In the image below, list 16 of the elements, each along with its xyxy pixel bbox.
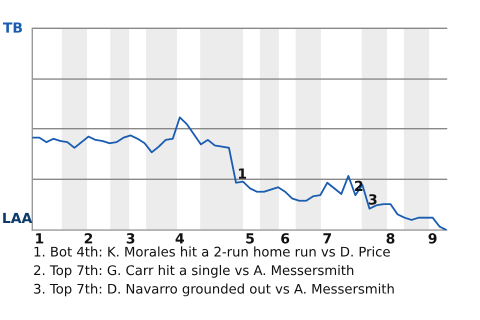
- x-tick-label: 2: [84, 233, 92, 244]
- x-tick-label: 6: [281, 233, 290, 244]
- x-tick-label: 7: [323, 233, 332, 244]
- x-tick-label: 1: [36, 233, 44, 244]
- text: 2. Top 7th: G. Carr hit a single vs A. Messersmith: [34, 264, 354, 278]
- x-tick-label: 8: [386, 233, 394, 244]
- annotation: 3: [368, 194, 377, 205]
- text: 3. Top 7th: D. Navarro grounded out vs A. Messersmith: [34, 284, 394, 296]
- x-tick-label: 9: [428, 233, 437, 244]
- text: LAA: [3, 212, 32, 224]
- x-tick-label: 4: [176, 233, 184, 244]
- x-tick-label: 3: [126, 233, 134, 244]
- text: TB: [2, 22, 22, 33]
- annotation: 1: [238, 168, 246, 179]
- text: 1. Bot 4th: K. Morales hit a 2-run home run vs D. Price: [34, 246, 390, 257]
- x-tick-label: 5: [246, 233, 254, 244]
